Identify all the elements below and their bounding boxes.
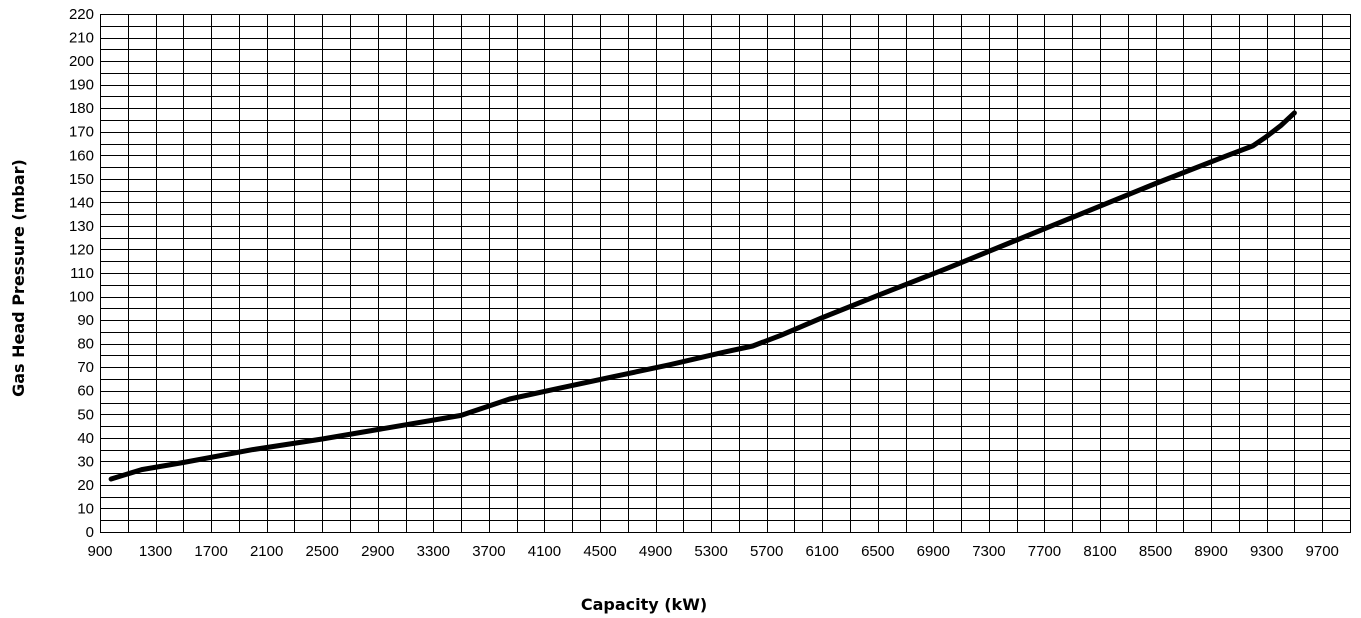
x-tick-label: 9700 — [1306, 543, 1339, 560]
y-tick-label: 110 — [70, 265, 94, 282]
x-tick-label: 900 — [87, 543, 112, 560]
y-tick-label: 100 — [69, 289, 94, 306]
y-tick-label: 50 — [77, 406, 94, 423]
y-tick-label: 160 — [69, 147, 94, 164]
y-tick-label: 130 — [69, 218, 94, 235]
y-tick-label: 210 — [69, 30, 94, 47]
y-tick-label: 120 — [69, 241, 94, 258]
grid — [100, 14, 1351, 533]
x-tick-label: 4900 — [639, 543, 672, 560]
y-tick-label: 90 — [77, 312, 94, 329]
x-axis-tick-labels: 900 1300 1700 2100 2500 2900 3300 3700 4100 4500 4… — [87, 543, 1338, 560]
y-tick-label: 150 — [69, 171, 94, 188]
y-tick-label: 20 — [77, 477, 94, 494]
x-tick-label: 8500 — [1139, 543, 1172, 560]
x-tick-label: 2900 — [361, 543, 394, 560]
y-tick-label: 80 — [77, 336, 94, 353]
y-tick-label: 190 — [69, 77, 94, 94]
y-tick-label: 30 — [77, 453, 94, 470]
x-tick-label: 6100 — [806, 543, 839, 560]
y-tick-label: 220 — [69, 6, 94, 23]
x-tick-label: 6900 — [917, 543, 950, 560]
x-tick-label: 8900 — [1194, 543, 1227, 560]
y-tick-label: 60 — [77, 383, 94, 400]
x-tick-label: 2500 — [306, 543, 339, 560]
x-tick-label: 4500 — [583, 543, 616, 560]
x-tick-label: 7300 — [972, 543, 1005, 560]
series-line-0 — [108, 110, 1297, 482]
x-tick-label: 4100 — [528, 543, 561, 560]
x-tick-label: 3300 — [417, 543, 450, 560]
plot-frame — [100, 14, 1351, 533]
x-tick-label: 1300 — [139, 543, 172, 560]
x-axis-title: Capacity (kW) — [581, 595, 707, 614]
y-tick-label: 200 — [69, 53, 94, 70]
y-tick-label: 70 — [77, 359, 94, 376]
y-tick-label: 170 — [69, 124, 94, 141]
y-tick-label: 180 — [69, 100, 94, 117]
y-tick-label: 10 — [77, 500, 94, 517]
x-tick-label: 1700 — [194, 543, 227, 560]
x-tick-label: 7700 — [1028, 543, 1061, 560]
x-tick-label: 5300 — [694, 543, 727, 560]
y-tick-label: 0 — [86, 524, 94, 541]
series-layer — [108, 110, 1297, 482]
y-axis-title: Gas Head Pressure (mbar) — [9, 159, 28, 397]
y-tick-label: 140 — [69, 194, 94, 211]
y-axis-tick-labels: 0 10 20 30 40 50 60 70 80 90 100 110 120 130 140 150 160… — [69, 6, 94, 541]
x-tick-label: 9300 — [1250, 543, 1283, 560]
y-tick-label: 40 — [77, 430, 94, 447]
x-tick-label: 8100 — [1083, 543, 1116, 560]
x-tick-label: 6500 — [861, 543, 894, 560]
x-tick-label: 3700 — [472, 543, 505, 560]
x-tick-label: 5700 — [750, 543, 783, 560]
x-tick-label: 2100 — [250, 543, 283, 560]
